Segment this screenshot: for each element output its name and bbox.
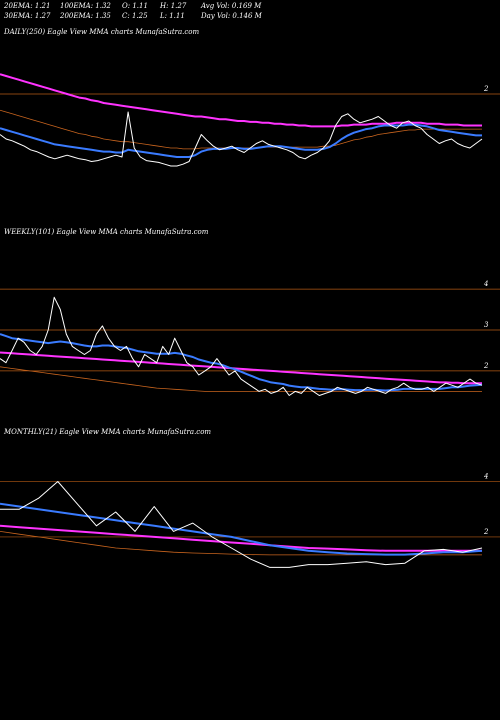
ema30-stat: 30EMA: 1.27 bbox=[4, 12, 51, 20]
daily-chart-panel: DAILY(250) Eagle View MMA charts MunafaS… bbox=[0, 28, 500, 167]
ema200-stat: 200EMA: 1.35 bbox=[60, 12, 111, 20]
monthly-ytick-label: 4 bbox=[483, 473, 488, 481]
monthly-ema-mid-line bbox=[0, 524, 482, 552]
daily-ema-slow-line bbox=[0, 109, 482, 150]
ema100-stat: 100EMA: 1.32 bbox=[60, 2, 111, 10]
weekly-ytick-label: 3 bbox=[484, 321, 489, 329]
weekly-ytick-label: 2 bbox=[483, 362, 489, 370]
monthly-ema-fast-line bbox=[0, 502, 483, 556]
weekly-ema-mid-line bbox=[0, 351, 482, 385]
weekly-ema-slow-line bbox=[0, 366, 482, 392]
close-stat: C: 1.25 bbox=[122, 12, 148, 20]
weekly-chart-panel: WEEKLY(101) Eagle View MMA charts Munafa… bbox=[0, 228, 500, 396]
daily-ema-fast-line bbox=[0, 123, 482, 158]
avg-vol-stat: Avg Vol: 0.169 M bbox=[201, 2, 262, 10]
monthly-chart-panel: MONTHLY(21) Eagle View MMA charts Munafa… bbox=[0, 428, 500, 568]
monthly-chart-title: MONTHLY(21) Eagle View MMA charts Munafa… bbox=[3, 428, 211, 436]
daily-chart-title: DAILY(250) Eagle View MMA charts MunafaS… bbox=[3, 28, 200, 36]
daily-ema-mid-line bbox=[0, 73, 482, 128]
daily-price-line bbox=[0, 111, 483, 167]
open-stat: O: 1.11 bbox=[122, 2, 148, 10]
low-stat: L: 1.11 bbox=[160, 12, 185, 20]
weekly-ema-fast-line bbox=[0, 333, 483, 392]
ema20-stat: 20EMA: 1.21 bbox=[4, 2, 51, 10]
monthly-ytick-label: 2 bbox=[483, 528, 489, 536]
weekly-ytick-label: 4 bbox=[483, 280, 488, 288]
day-vol-stat: Day Vol: 0.146 M bbox=[201, 12, 262, 20]
daily-ytick-label: 2 bbox=[483, 85, 489, 93]
weekly-chart-title: WEEKLY(101) Eagle View MMA charts Munafa… bbox=[4, 228, 209, 236]
weekly-price-line bbox=[0, 296, 483, 396]
high-stat: H: 1.27 bbox=[160, 2, 187, 10]
stats-header: 20EMA: 1.21 100EMA: 1.32 O: 1.11 H: 1.27… bbox=[4, 2, 496, 22]
monthly-price-line bbox=[0, 481, 483, 568]
